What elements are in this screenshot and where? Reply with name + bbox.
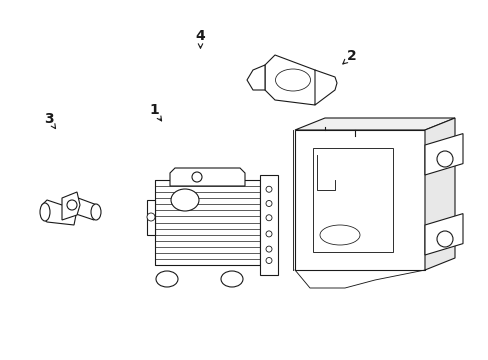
Text: 2: 2 xyxy=(346,49,356,63)
Polygon shape xyxy=(264,55,319,105)
Polygon shape xyxy=(70,195,97,220)
Circle shape xyxy=(265,186,271,192)
Polygon shape xyxy=(260,175,278,275)
Polygon shape xyxy=(42,200,77,225)
Polygon shape xyxy=(294,130,424,270)
Polygon shape xyxy=(170,168,244,186)
Circle shape xyxy=(147,213,155,221)
Ellipse shape xyxy=(221,271,243,287)
Ellipse shape xyxy=(319,225,359,245)
Circle shape xyxy=(265,231,271,237)
Ellipse shape xyxy=(156,271,178,287)
Ellipse shape xyxy=(91,204,101,220)
Bar xyxy=(312,148,392,252)
Polygon shape xyxy=(147,200,155,235)
Circle shape xyxy=(192,172,202,182)
Circle shape xyxy=(265,246,271,252)
Polygon shape xyxy=(62,192,80,220)
Text: 3: 3 xyxy=(44,112,54,126)
Polygon shape xyxy=(246,65,264,90)
Polygon shape xyxy=(424,118,454,270)
Polygon shape xyxy=(155,180,260,265)
Polygon shape xyxy=(424,213,462,255)
Circle shape xyxy=(67,200,77,210)
Polygon shape xyxy=(424,134,462,175)
Circle shape xyxy=(436,151,452,167)
Ellipse shape xyxy=(275,69,310,91)
Polygon shape xyxy=(314,70,336,105)
Text: 1: 1 xyxy=(149,103,159,117)
Text: 4: 4 xyxy=(195,29,205,43)
Ellipse shape xyxy=(40,203,50,221)
Circle shape xyxy=(436,231,452,247)
Circle shape xyxy=(265,201,271,207)
Polygon shape xyxy=(294,118,454,130)
Circle shape xyxy=(265,215,271,221)
Ellipse shape xyxy=(171,189,199,211)
Circle shape xyxy=(265,257,271,264)
